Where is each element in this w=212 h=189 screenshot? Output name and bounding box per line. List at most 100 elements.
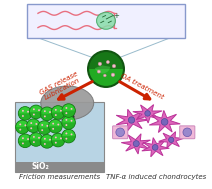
- Circle shape: [49, 111, 51, 113]
- Circle shape: [22, 115, 24, 117]
- Circle shape: [33, 108, 35, 110]
- Text: TNF-α induced chondrocytes: TNF-α induced chondrocytes: [106, 174, 206, 180]
- Polygon shape: [121, 134, 150, 154]
- Circle shape: [106, 60, 109, 64]
- Ellipse shape: [41, 86, 94, 120]
- Circle shape: [49, 119, 62, 133]
- Text: SiO₂: SiO₂: [32, 162, 50, 171]
- Circle shape: [161, 119, 168, 125]
- Circle shape: [183, 128, 192, 137]
- Wedge shape: [89, 52, 123, 69]
- Wedge shape: [19, 113, 32, 120]
- Wedge shape: [38, 128, 51, 134]
- Wedge shape: [40, 141, 53, 148]
- Circle shape: [27, 119, 40, 132]
- Circle shape: [30, 122, 32, 124]
- Circle shape: [169, 137, 174, 143]
- Circle shape: [97, 70, 100, 73]
- Circle shape: [133, 141, 139, 147]
- Wedge shape: [27, 126, 40, 132]
- Circle shape: [38, 109, 40, 111]
- Circle shape: [66, 132, 67, 134]
- Circle shape: [52, 128, 54, 130]
- FancyBboxPatch shape: [113, 126, 128, 139]
- Circle shape: [66, 112, 67, 114]
- Circle shape: [24, 124, 26, 126]
- Circle shape: [30, 127, 32, 129]
- Wedge shape: [30, 139, 43, 146]
- Circle shape: [35, 123, 37, 125]
- Wedge shape: [16, 127, 29, 133]
- Ellipse shape: [96, 12, 116, 29]
- Circle shape: [57, 124, 59, 125]
- FancyBboxPatch shape: [15, 102, 104, 172]
- Circle shape: [55, 142, 57, 144]
- Circle shape: [103, 74, 106, 77]
- Circle shape: [55, 136, 57, 138]
- Circle shape: [19, 123, 21, 125]
- Circle shape: [116, 128, 124, 137]
- Circle shape: [40, 107, 54, 121]
- Wedge shape: [52, 112, 64, 119]
- Circle shape: [98, 62, 102, 66]
- Circle shape: [71, 133, 73, 135]
- Circle shape: [71, 108, 73, 110]
- Wedge shape: [52, 140, 64, 146]
- Circle shape: [128, 117, 135, 123]
- Circle shape: [44, 138, 46, 140]
- Circle shape: [62, 104, 75, 117]
- Wedge shape: [62, 136, 75, 143]
- Text: GAS release
Lubrication: GAS release Lubrication: [39, 70, 82, 102]
- Circle shape: [16, 120, 29, 134]
- Circle shape: [52, 123, 54, 125]
- Circle shape: [33, 114, 35, 115]
- Polygon shape: [142, 138, 169, 157]
- Circle shape: [145, 111, 150, 116]
- Text: PS: PS: [63, 112, 75, 121]
- Circle shape: [152, 145, 158, 150]
- Polygon shape: [159, 132, 184, 148]
- Circle shape: [112, 64, 116, 68]
- Circle shape: [22, 110, 24, 112]
- Circle shape: [27, 138, 29, 140]
- Circle shape: [40, 135, 54, 148]
- Circle shape: [29, 133, 43, 146]
- Circle shape: [18, 134, 32, 148]
- Circle shape: [55, 114, 57, 116]
- Circle shape: [33, 136, 35, 138]
- Circle shape: [22, 143, 24, 144]
- Text: Friction measurements: Friction measurements: [19, 174, 100, 180]
- Circle shape: [38, 137, 40, 139]
- Circle shape: [27, 111, 29, 113]
- Circle shape: [111, 73, 115, 77]
- Circle shape: [60, 137, 62, 139]
- Wedge shape: [62, 122, 75, 129]
- Circle shape: [18, 107, 32, 120]
- Wedge shape: [95, 65, 110, 74]
- Circle shape: [51, 106, 65, 119]
- Text: OA treatment: OA treatment: [119, 72, 164, 100]
- Circle shape: [46, 125, 48, 127]
- FancyBboxPatch shape: [180, 126, 195, 139]
- Circle shape: [66, 107, 67, 109]
- Circle shape: [49, 139, 51, 141]
- Circle shape: [33, 141, 35, 143]
- Wedge shape: [19, 141, 32, 147]
- Wedge shape: [40, 114, 53, 120]
- Circle shape: [66, 138, 67, 140]
- Text: +: +: [113, 13, 119, 19]
- Circle shape: [71, 120, 73, 122]
- Wedge shape: [30, 112, 43, 118]
- Circle shape: [29, 105, 43, 119]
- Polygon shape: [133, 105, 162, 123]
- FancyBboxPatch shape: [27, 4, 185, 38]
- Polygon shape: [116, 109, 149, 131]
- Circle shape: [38, 121, 51, 134]
- Circle shape: [62, 129, 75, 143]
- Wedge shape: [49, 126, 62, 133]
- Circle shape: [44, 110, 46, 112]
- Circle shape: [51, 133, 65, 147]
- Polygon shape: [149, 110, 180, 132]
- Circle shape: [66, 119, 67, 121]
- Wedge shape: [62, 111, 75, 117]
